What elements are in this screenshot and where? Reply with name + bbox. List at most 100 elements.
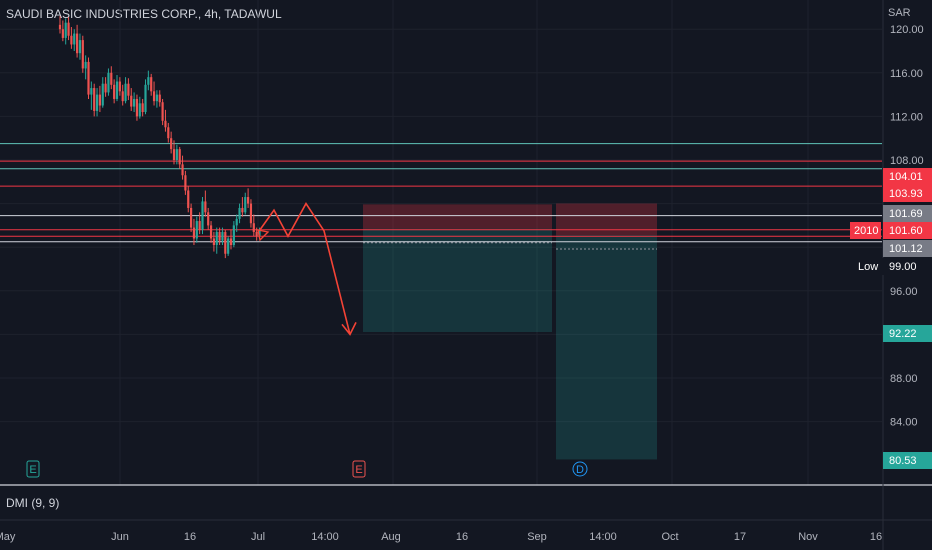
time-tick-label: Jun [111, 531, 129, 543]
candle-body [133, 98, 136, 107]
candle-body [192, 227, 196, 239]
candle-body [195, 221, 198, 239]
candle-body [207, 212, 210, 226]
event-marker-label: D [576, 464, 584, 476]
candle-body [241, 207, 244, 213]
price-tag-bg [883, 325, 932, 342]
price-tag: 101.69 [883, 205, 932, 222]
price-tick-label: 116.00 [890, 68, 923, 80]
price-tag: 101.60 2010 [850, 222, 932, 239]
candle-body [215, 231, 218, 246]
candle-body [209, 225, 213, 239]
price-tag-value: 103.93 [889, 188, 923, 200]
candle-body [161, 102, 164, 121]
candle-body [221, 231, 224, 241]
candle-body [70, 35, 73, 45]
candle-body [61, 29, 64, 38]
event-marker-d[interactable]: D [572, 461, 588, 477]
candle-body [107, 72, 110, 93]
candle-body [184, 175, 187, 191]
event-marker-e[interactable]: E [352, 460, 366, 478]
candle-body [147, 77, 150, 85]
candle-body [58, 24, 62, 30]
candle-body [121, 91, 124, 102]
candle-body [104, 83, 107, 93]
price-tag-value: 104.01 [889, 171, 923, 183]
candle-body [90, 88, 93, 95]
candle-body [138, 103, 141, 117]
price-tag-bg [883, 452, 932, 469]
price-tag-value: 101.12 [889, 243, 923, 255]
candle-body [227, 238, 230, 254]
price-tick-label: 84.00 [890, 417, 918, 429]
position-stop-zone [556, 203, 657, 235]
candle-body [110, 72, 113, 85]
candle-body [113, 84, 116, 99]
candle-body [224, 231, 227, 254]
price-tag: 101.12 [883, 240, 932, 257]
candle-body [238, 207, 241, 219]
arrow-start-marker [257, 229, 270, 242]
price-tag: 80.53 [883, 452, 932, 469]
candle-body [232, 225, 235, 246]
low-tag-label: Low [858, 261, 878, 273]
chart-title: SAUDI BASIC INDUSTRIES CORP., 4h, TADAWU… [6, 7, 282, 21]
time-tick-label: 16 [456, 531, 468, 543]
time-tick-label: Jul [251, 531, 265, 543]
candle-body [95, 94, 99, 111]
position-stop-zone [363, 204, 552, 229]
price-tick-label: 108.00 [890, 155, 924, 167]
candles [58, 16, 261, 259]
candle-body [115, 81, 119, 99]
time-tick-label: Aug [381, 531, 401, 543]
candle-body [64, 22, 67, 38]
currency-label: SAR [888, 7, 911, 19]
price-tag: 99.00 Low [853, 258, 932, 275]
price-tick-label: 120.00 [890, 24, 924, 36]
price-tick-label: 112.00 [890, 111, 923, 123]
candle-body [172, 149, 176, 160]
time-tick-label: Nov [798, 531, 818, 543]
candle-body [118, 81, 121, 92]
candle-body [198, 221, 201, 230]
earnings-icon [26, 460, 40, 478]
candle-body [201, 201, 204, 230]
price-tag-bg [883, 205, 932, 222]
price-tick-label: 88.00 [890, 373, 918, 385]
candle-body [130, 95, 133, 107]
position-target-zone [556, 234, 657, 460]
time-tick-label: Oct [661, 531, 678, 543]
candle-body [187, 190, 190, 208]
price-tag-bg [883, 258, 932, 275]
low-tag-bg [853, 258, 883, 275]
candle-body [76, 33, 79, 54]
candle-body [218, 231, 221, 241]
price-tag-bg [883, 222, 932, 239]
dmi-indicator-label[interactable]: DMI (9, 9) [6, 496, 60, 510]
price-tag: 103.93 [883, 185, 932, 202]
candle-body [144, 84, 147, 113]
candle-body [98, 94, 101, 106]
price-tag: 104.01 [883, 168, 932, 185]
price-tick-label: 96.00 [890, 286, 918, 298]
candle-body [67, 22, 70, 36]
countdown-tag-bg [850, 222, 881, 239]
time-tick-label: 14:00 [311, 531, 339, 543]
countdown-tag-label: 2010 [854, 225, 878, 237]
candle-body [181, 164, 184, 176]
price-axis: 120.00 116.00 112.00 108.00 96.00 88.00 84.00 [890, 24, 924, 428]
price-tag-value: 101.69 [889, 208, 923, 220]
price-tag-bg [883, 185, 932, 202]
candle-body [258, 229, 261, 237]
candle-body [178, 149, 181, 165]
candle-body [73, 33, 76, 45]
candle-body [155, 94, 158, 102]
candle-body [78, 40, 82, 54]
candle-body [167, 127, 170, 139]
time-tick-label: Sep [527, 531, 547, 543]
candle-body [247, 197, 250, 204]
price-tag: 92.22 [883, 325, 932, 342]
candle-body [124, 83, 127, 102]
event-marker-e[interactable]: E [26, 460, 40, 478]
